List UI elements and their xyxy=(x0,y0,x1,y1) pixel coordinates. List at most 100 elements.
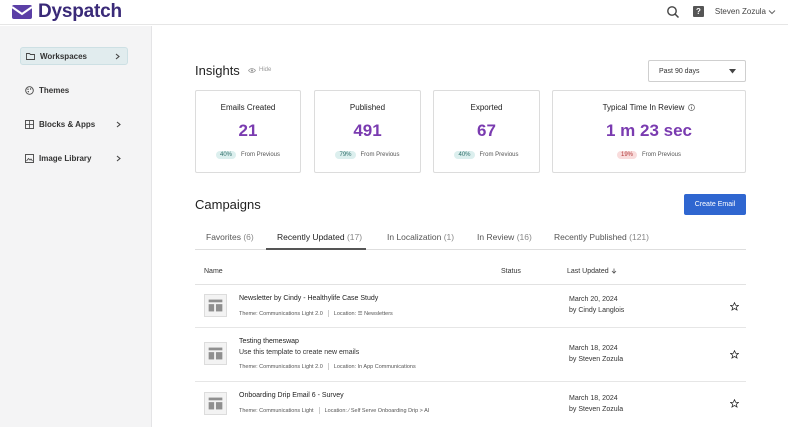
stat-title-row: Typical Time In Review xyxy=(553,103,745,112)
top-bar: Dyspatch ? Steven Zozula xyxy=(0,0,788,25)
sidebar-item-label: Themes xyxy=(39,85,70,95)
column-header-last-updated[interactable]: Last Updated xyxy=(567,268,617,275)
table-row[interactable]: Onboarding Drip Email 6 - Survey Theme: … xyxy=(195,382,746,427)
change-badge: 40% xyxy=(454,151,475,159)
stat-value: 21 xyxy=(238,121,258,140)
campaign-title[interactable]: Testing themeswap xyxy=(239,338,299,345)
image-icon xyxy=(25,153,34,163)
stat-card-time-in-review: Typical Time In Review 1 m 23 sec 19% Fr… xyxy=(552,90,746,173)
sidebar-item-image-library[interactable]: Image Library xyxy=(20,149,128,167)
stat-value: 67 xyxy=(477,121,496,140)
change-label: From Previous xyxy=(360,152,400,158)
stat-footer: 40% From Previous xyxy=(434,151,539,159)
app-logo[interactable]: Dyspatch xyxy=(11,1,122,23)
create-email-button[interactable]: Create Email xyxy=(684,194,746,215)
eye-icon[interactable] xyxy=(248,67,256,74)
tab-label: In Localization xyxy=(387,232,442,242)
change-label: From Previous xyxy=(642,152,682,158)
arrow-down-icon xyxy=(611,268,616,274)
blocks-icon xyxy=(25,119,34,129)
stat-value: 1 m 23 sec xyxy=(605,121,692,140)
folder-icon xyxy=(26,52,35,60)
stat-footer: 79% From Previous xyxy=(315,151,420,159)
tab-label: In Review xyxy=(477,232,515,242)
table-row[interactable]: Testing themeswap Use this template to c… xyxy=(195,328,746,382)
tab-count: (6) xyxy=(243,232,254,242)
stat-title: Published xyxy=(349,103,386,112)
change-badge: 40% xyxy=(215,151,236,159)
sidebar-item-workspaces[interactable]: Workspaces xyxy=(20,47,128,65)
divider xyxy=(327,310,329,317)
chevron-right-icon xyxy=(116,121,121,127)
change-label: From Previous xyxy=(479,152,519,158)
period-select-value: Past 90 days xyxy=(659,68,700,75)
tab-in-localization[interactable]: In Localization (1) xyxy=(387,232,454,242)
campaign-title[interactable]: Onboarding Drip Email 6 - Survey xyxy=(239,392,344,399)
search-icon[interactable] xyxy=(666,5,680,19)
tab-label: Recently Published xyxy=(554,232,627,242)
palette-icon xyxy=(25,85,34,95)
app-name: Dyspatch xyxy=(38,1,122,22)
updated-by: by Steven Zozula xyxy=(569,406,624,413)
stat-title: Typical Time In Review xyxy=(602,103,685,112)
divider xyxy=(327,363,329,370)
campaign-meta: Theme: Communications Light 2.0 Location:… xyxy=(239,310,393,317)
campaign-theme: Theme: Communications Light 2.0 xyxy=(239,310,323,317)
campaign-theme: Theme: Communications Light 2.0 xyxy=(239,363,323,370)
stat-title: Emails Created xyxy=(220,103,276,112)
column-header-label: Last Updated xyxy=(567,268,609,275)
sidebar-item-themes[interactable]: Themes xyxy=(20,81,128,99)
tab-count: (1) xyxy=(443,232,455,242)
star-icon[interactable] xyxy=(730,302,739,311)
period-select[interactable]: Past 90 days xyxy=(648,60,746,82)
campaign-location[interactable]: Location: ∕ Self Serve Onboarding Drip >… xyxy=(324,407,430,414)
campaigns-title: Campaigns xyxy=(195,197,261,212)
campaign-location[interactable]: Location: In App Communications xyxy=(333,363,416,370)
campaign-theme: Theme: Communications Light xyxy=(239,407,314,414)
envelope-logo-icon xyxy=(11,5,33,19)
stat-value: 491 xyxy=(353,121,382,140)
sidebar-item-label: Image Library xyxy=(39,153,92,163)
table-row[interactable]: Newsletter by Cindy - Healthylife Case S… xyxy=(195,285,746,328)
stat-card-emails-created: Emails Created 21 40% From Previous xyxy=(195,90,301,173)
chevron-right-icon xyxy=(116,155,121,161)
column-header-name[interactable]: Name xyxy=(204,268,223,275)
user-menu-name[interactable]: Steven Zozula xyxy=(714,7,766,16)
stat-card-exported: Exported 67 40% From Previous xyxy=(433,90,540,173)
tab-in-review[interactable]: In Review (16) xyxy=(477,232,532,242)
tab-label: Favorites xyxy=(206,232,241,242)
star-icon[interactable] xyxy=(730,350,739,359)
star-icon[interactable] xyxy=(730,399,739,408)
change-badge: 79% xyxy=(335,151,356,159)
stat-title: Exported xyxy=(470,103,503,112)
change-badge: 19% xyxy=(616,151,637,159)
updated-date: March 18, 2024 xyxy=(569,345,618,352)
table-header: Name Status Last Updated xyxy=(195,262,746,285)
tab-recently-published[interactable]: Recently Published (121) xyxy=(554,232,649,242)
updated-date: March 18, 2024 xyxy=(569,395,618,402)
sidebar-item-label: Blocks & Apps xyxy=(39,119,96,129)
campaign-meta: Theme: Communications Light Location: ∕ S… xyxy=(239,407,429,414)
tab-count: (16) xyxy=(516,232,532,242)
tab-recently-updated[interactable]: Recently Updated (17) xyxy=(277,232,362,242)
template-thumbnail-icon xyxy=(204,342,227,365)
updated-by: by Cindy Langlois xyxy=(569,307,625,314)
info-icon[interactable] xyxy=(688,104,696,112)
campaign-tabs: Favorites (6) Recently Updated (17) In L… xyxy=(195,225,746,250)
template-thumbnail-icon xyxy=(204,392,227,415)
campaign-title[interactable]: Newsletter by Cindy - Healthylife Case S… xyxy=(239,295,379,302)
updated-by: by Steven Zozula xyxy=(569,356,624,363)
help-icon[interactable]: ? xyxy=(693,6,704,17)
insights-title: Insights xyxy=(195,63,240,78)
updated-date: March 20, 2024 xyxy=(569,296,618,303)
divider xyxy=(318,407,320,414)
change-label: From Previous xyxy=(241,152,281,158)
chevron-down-icon[interactable] xyxy=(768,8,776,16)
tab-favorites[interactable]: Favorites (6) xyxy=(206,232,254,242)
stat-footer: 40% From Previous xyxy=(196,151,300,159)
hide-insights-link[interactable]: Hide xyxy=(259,67,272,73)
campaign-location[interactable]: Location: ☰ Newsletters xyxy=(333,310,393,317)
tab-label: Recently Updated xyxy=(277,232,345,242)
sidebar-item-blocks-apps[interactable]: Blocks & Apps xyxy=(20,115,128,133)
column-header-status[interactable]: Status xyxy=(501,268,521,275)
